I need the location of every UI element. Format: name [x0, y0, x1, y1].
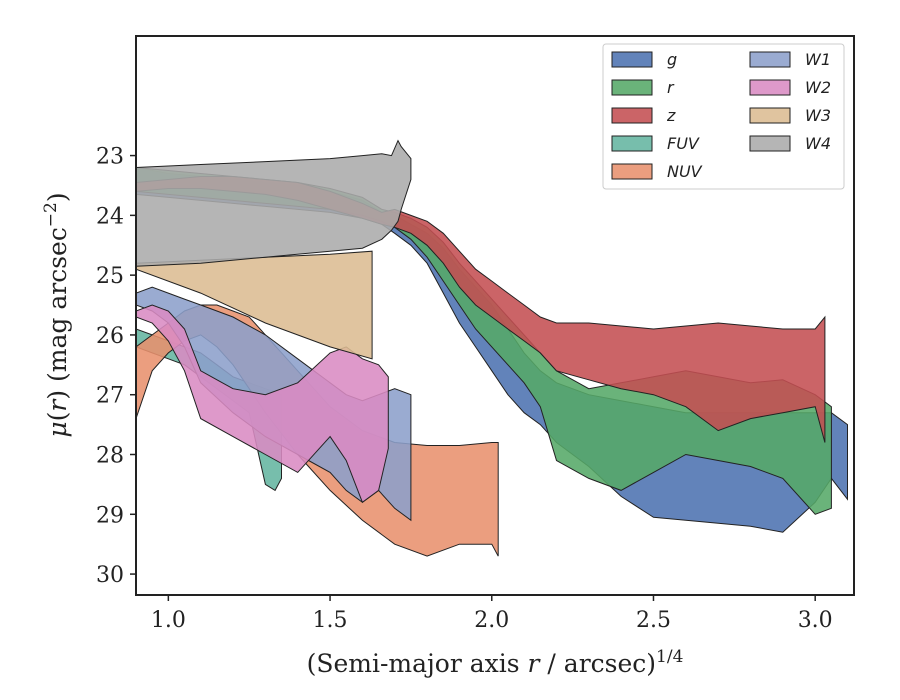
legend-label-w1: W1 [805, 50, 831, 69]
plot-frame [135, 35, 855, 596]
y-tick-label: 27 [96, 384, 124, 409]
legend-swatch-r [611, 79, 653, 96]
x-tick-label: 1.0 [151, 608, 186, 633]
y-tick-label: 29 [96, 503, 124, 528]
legend-swatch-z [611, 107, 653, 124]
y-axis: 23 24 25 26 27 28 29 30 [96, 145, 136, 588]
legend-entries: grz FUV NUV W1 W2 W3 W4 [611, 50, 831, 181]
legend-swatch-w2 [749, 79, 791, 96]
legend-label-fuv: FUV [667, 134, 700, 153]
x-tick-label: 3.0 [798, 608, 833, 633]
legend-label-w3: W3 [805, 106, 831, 125]
x-axis-label: (Semi-major axis r / arcsec)1/4 [307, 647, 684, 678]
y-tick-label: 26 [96, 324, 124, 349]
series-band-w4 [136, 139, 412, 267]
legend-swatch-w1 [749, 51, 791, 68]
y-tick-label: 23 [96, 145, 124, 170]
y-tick-label: 30 [96, 563, 124, 588]
y-tick-label: 24 [96, 204, 124, 229]
legend-label-w2: W2 [805, 78, 831, 97]
legend-label-w4: W4 [805, 134, 831, 153]
legend-label-g: g [667, 50, 677, 69]
x-tick-label: 2.5 [636, 608, 671, 633]
x-axis: 1.0 1.5 2.0 2.5 3.0 [151, 595, 833, 633]
series-layer [136, 139, 848, 557]
x-tick-label: 2.0 [474, 608, 509, 633]
legend-swatch-w4 [749, 135, 791, 152]
y-axis-label: μ(r) (mag arcsec−2) [41, 192, 72, 437]
y-tick-label: 28 [96, 444, 124, 469]
x-tick-label: 1.5 [313, 608, 348, 633]
legend-label-z: z [666, 106, 676, 125]
y-tick-label: 25 [96, 264, 124, 289]
legend-label-r: r [667, 78, 675, 97]
legend-swatch-w3 [749, 107, 791, 124]
legend: grz FUV NUV W1 W2 W3 W4 [602, 43, 845, 190]
legend-swatch-g [611, 51, 653, 68]
legend-swatch-nuv [611, 163, 653, 180]
legend-label-nuv: NUV [667, 162, 703, 181]
legend-swatch-fuv [611, 135, 653, 152]
series-band-w2 [136, 304, 389, 504]
